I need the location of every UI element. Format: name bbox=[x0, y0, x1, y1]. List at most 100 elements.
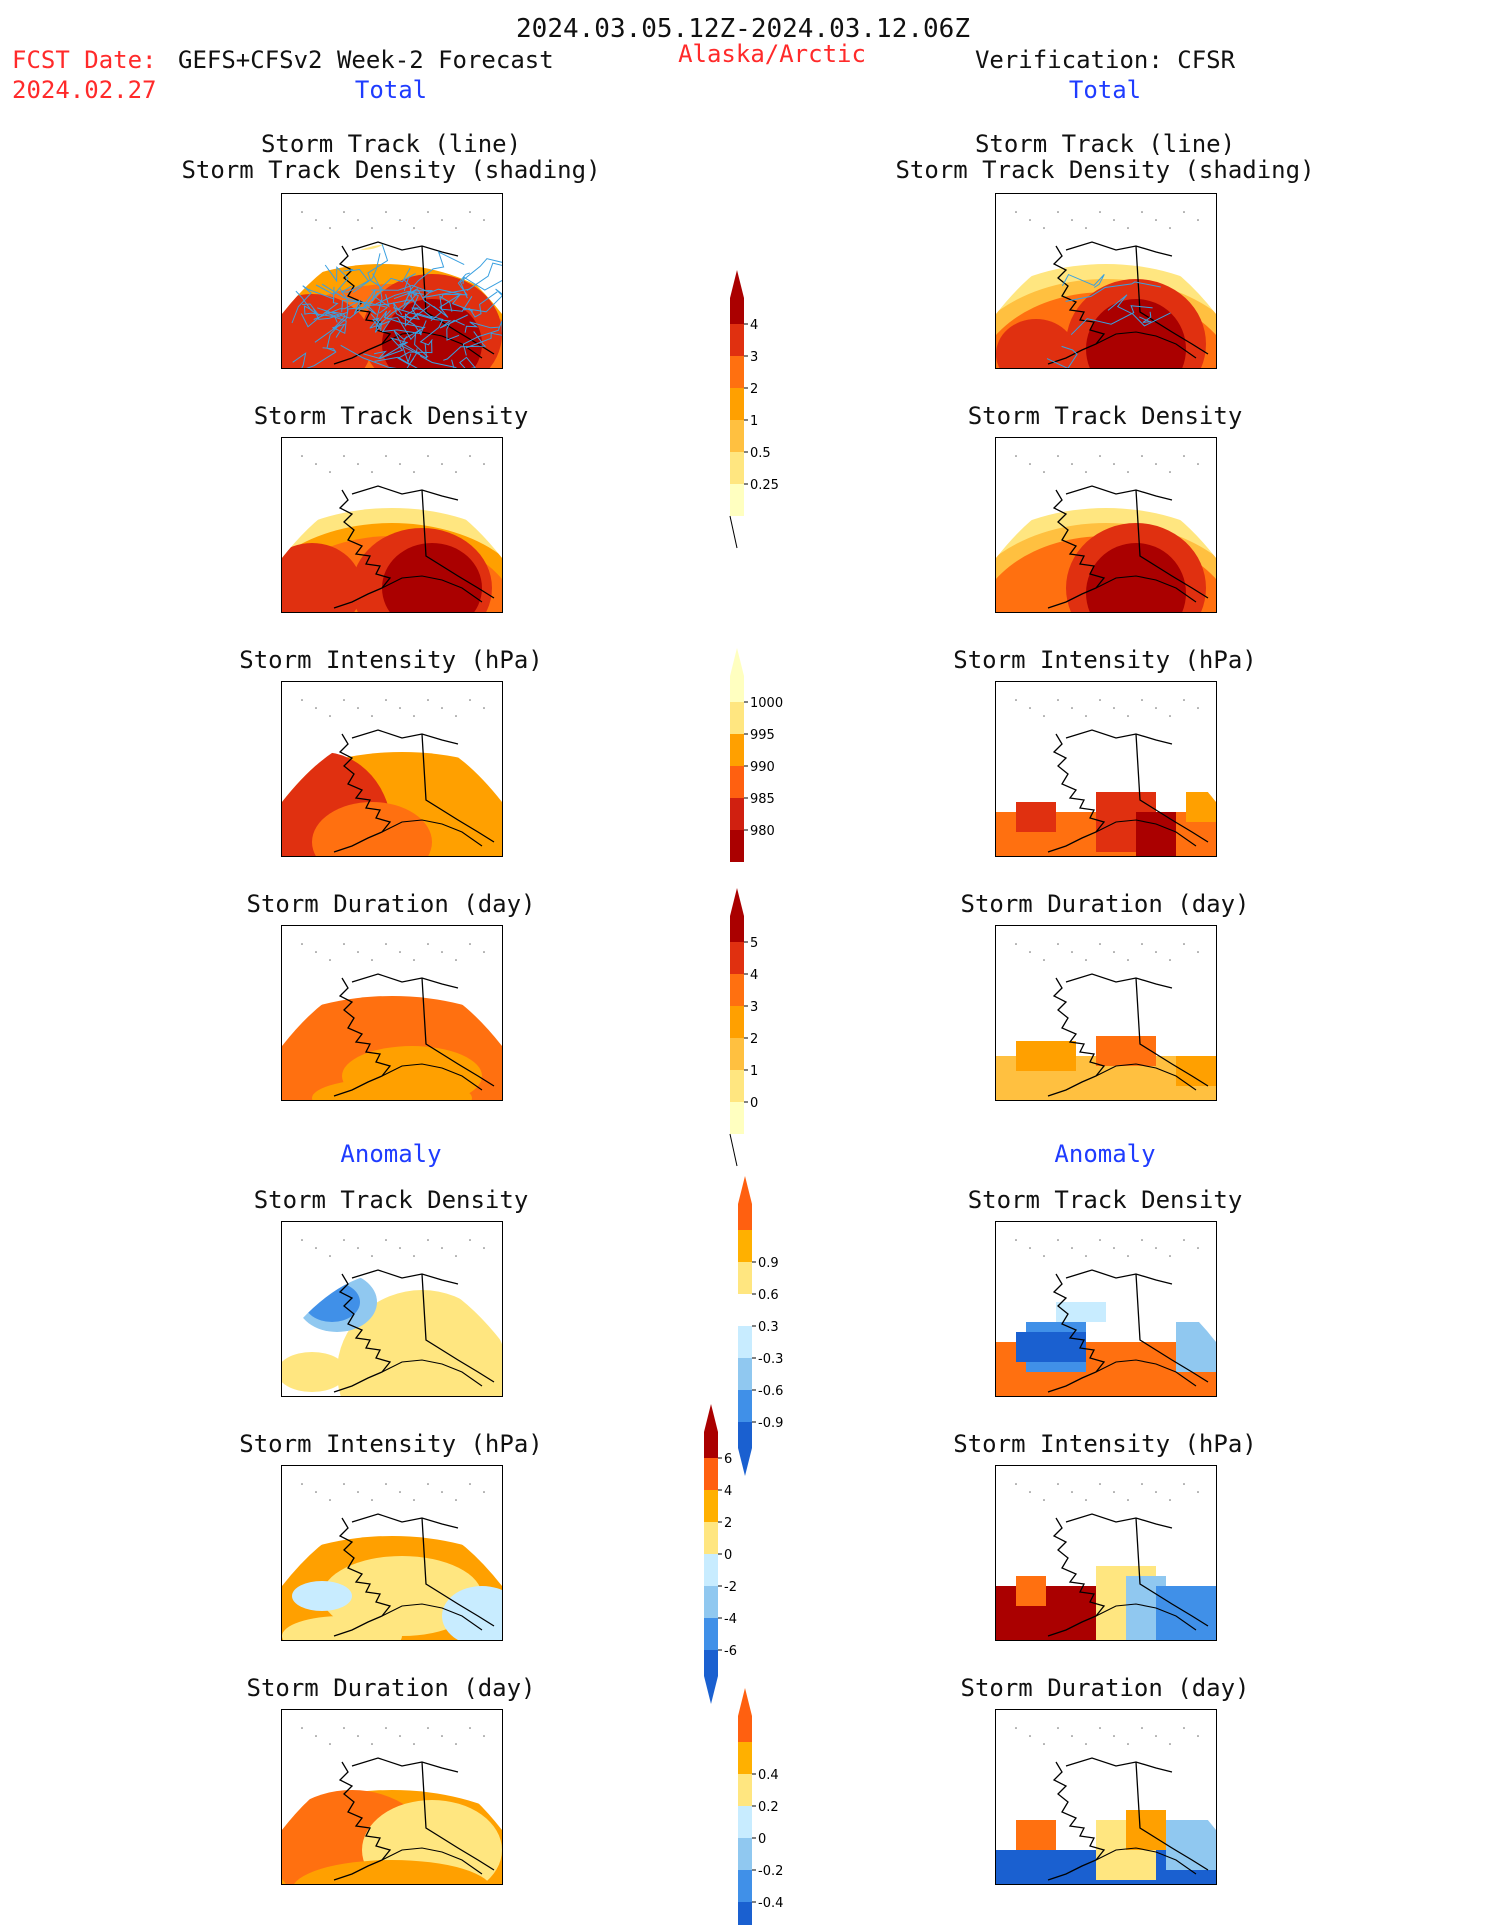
storm-track-lines bbox=[1046, 273, 1171, 368]
panel-title: Storm Duration (day) bbox=[960, 1674, 1250, 1702]
panel-title: Storm Track Density bbox=[967, 1186, 1243, 1214]
storm-track bbox=[300, 286, 339, 328]
graticule-dot bbox=[441, 219, 443, 221]
graticule-dot bbox=[329, 471, 331, 473]
storm-track bbox=[405, 305, 431, 321]
graticule-dot bbox=[1113, 1735, 1115, 1737]
graticule-dot bbox=[1085, 227, 1087, 229]
map-panel-verification-anom-density bbox=[995, 1221, 1217, 1397]
alaska-coastline bbox=[1047, 977, 1106, 1097]
graticule-dot bbox=[1029, 1247, 1031, 1249]
alaska-coastline bbox=[333, 1761, 392, 1881]
graticule-dot bbox=[329, 227, 331, 229]
alaska-coastline bbox=[333, 245, 392, 365]
alaska-coastline bbox=[1047, 1517, 1106, 1637]
section-total-verification: Total bbox=[1068, 76, 1142, 104]
graticule-dot bbox=[315, 1735, 317, 1737]
graticule-dot bbox=[1015, 455, 1017, 457]
graticule-dot bbox=[329, 1743, 331, 1745]
grid-cell bbox=[1096, 1036, 1156, 1066]
region-title: Alaska/Arctic bbox=[678, 40, 866, 68]
graticule-dot bbox=[1071, 463, 1073, 465]
graticule-dot bbox=[315, 1491, 317, 1493]
graticule-dot bbox=[357, 1247, 359, 1249]
alaska-coastline bbox=[333, 733, 392, 853]
panel-title: Storm Track (line) bbox=[260, 130, 522, 158]
canada-border bbox=[1135, 977, 1209, 1087]
graticule-dot bbox=[441, 1247, 443, 1249]
map-panel-forecast-anom-intensity bbox=[281, 1465, 503, 1641]
grid-cell bbox=[1016, 1820, 1056, 1850]
graticule-dot bbox=[329, 959, 331, 961]
shaded-region bbox=[382, 543, 482, 612]
storm-track bbox=[313, 288, 349, 320]
graticule-dot bbox=[1141, 699, 1143, 701]
graticule-dot bbox=[399, 1491, 401, 1493]
grid-cell bbox=[1186, 792, 1216, 822]
graticule-dot bbox=[343, 1239, 345, 1241]
panel-title: Storm Duration (day) bbox=[960, 890, 1250, 918]
colorbar-tick-label: 0.5 bbox=[750, 446, 771, 461]
storm-track bbox=[374, 356, 418, 368]
shaded-region bbox=[332, 244, 392, 250]
graticule-dot bbox=[1099, 1239, 1101, 1241]
arctic-coastline bbox=[351, 485, 459, 501]
graticule-dot bbox=[1113, 707, 1115, 709]
panel-title: Storm Track Density (shading) bbox=[181, 156, 601, 184]
graticule-dot bbox=[1155, 1491, 1157, 1493]
graticule-dot bbox=[329, 1255, 331, 1257]
graticule-dot bbox=[371, 1255, 373, 1257]
colorbar-tick-label: 3 bbox=[750, 1000, 758, 1015]
graticule-dot bbox=[1029, 707, 1031, 709]
gulf-coastline bbox=[381, 1359, 483, 1387]
colorbar-tick-label: 4 bbox=[750, 968, 758, 983]
graticule-dot bbox=[1169, 227, 1171, 229]
graticule-dot bbox=[329, 715, 331, 717]
graticule-dot bbox=[1155, 219, 1157, 221]
colorbar-swatch bbox=[738, 1870, 752, 1902]
shading-layer bbox=[996, 1466, 1216, 1640]
colorbar-swatch bbox=[738, 1230, 752, 1262]
graticule-dot bbox=[1113, 1491, 1115, 1493]
shaded-region bbox=[337, 1290, 502, 1396]
graticule-dot bbox=[1169, 1743, 1171, 1745]
graticule-dot bbox=[413, 959, 415, 961]
graticule-dot bbox=[1085, 715, 1087, 717]
storm-track bbox=[403, 288, 443, 321]
graticule-dot bbox=[1183, 943, 1185, 945]
fcst-date-value: 2024.02.27 bbox=[12, 76, 157, 104]
shaded-region bbox=[1088, 444, 1124, 468]
graticule-dot bbox=[399, 1247, 401, 1249]
storm-track bbox=[443, 331, 487, 361]
graticule-dot bbox=[441, 463, 443, 465]
storm-track bbox=[465, 332, 502, 349]
storm-track bbox=[466, 262, 502, 292]
canada-border bbox=[421, 489, 495, 599]
graticule-dot bbox=[399, 951, 401, 953]
panel-title: Storm Duration (day) bbox=[246, 890, 536, 918]
graticule-dot bbox=[1015, 1483, 1017, 1485]
graticule-dot bbox=[1127, 1743, 1129, 1745]
graticule-dot bbox=[385, 211, 387, 213]
graticule-dot bbox=[1127, 1499, 1129, 1501]
colorbar-swatch bbox=[730, 420, 744, 452]
colorbar-tail bbox=[729, 1133, 738, 1167]
graticule-dot bbox=[1197, 463, 1199, 465]
graticule-dot bbox=[399, 1735, 401, 1737]
colorbar-swatch bbox=[738, 1688, 752, 1742]
section-anomaly-forecast: Anomaly bbox=[340, 1140, 442, 1168]
graticule-dot bbox=[413, 1499, 415, 1501]
shading-layer bbox=[996, 444, 1216, 612]
canada-border bbox=[1135, 1273, 1209, 1383]
colorbar-tick-label: 2 bbox=[724, 1516, 732, 1531]
graticule-dot bbox=[1141, 943, 1143, 945]
graticule-dot bbox=[1015, 211, 1017, 213]
graticule-dot bbox=[1029, 219, 1031, 221]
graticule-dot bbox=[1015, 1239, 1017, 1241]
graticule-dot bbox=[1085, 1743, 1087, 1745]
colorbar-swatch bbox=[704, 1618, 718, 1650]
grid-cell bbox=[1096, 1466, 1136, 1492]
graticule-dot bbox=[343, 943, 345, 945]
graticule-dot bbox=[385, 1727, 387, 1729]
graticule-dot bbox=[1141, 1727, 1143, 1729]
